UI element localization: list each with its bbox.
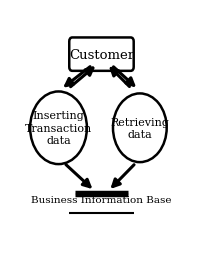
- Circle shape: [113, 94, 167, 163]
- Text: Business Information Base: Business Information Base: [31, 195, 172, 204]
- Circle shape: [30, 92, 87, 164]
- Text: Customer: Customer: [69, 49, 134, 61]
- Text: Inserting
Transaction
data: Inserting Transaction data: [25, 111, 92, 146]
- FancyBboxPatch shape: [69, 38, 134, 72]
- Text: Retrieving
data: Retrieving data: [110, 117, 169, 139]
